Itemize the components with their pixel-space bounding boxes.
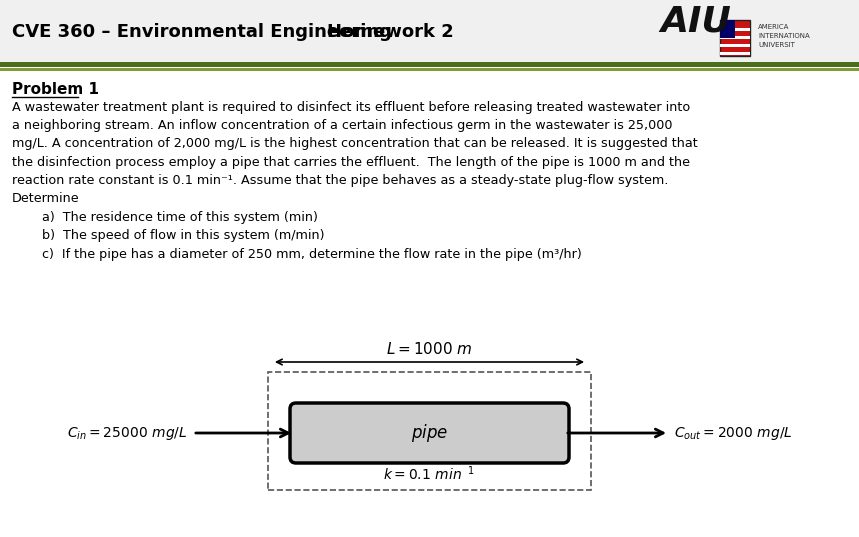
Text: $L = 1000\ m$: $L = 1000\ m$: [386, 341, 473, 357]
Bar: [0, 62, 859, 67]
Text: c)  If the pipe has a diameter of 250 mm, determine the flow rate in the pipe (m: c) If the pipe has a diameter of 250 mm,…: [42, 248, 582, 260]
Text: a)  The residence time of this system (min): a) The residence time of this system (mi…: [42, 211, 318, 224]
Text: Homework 2: Homework 2: [326, 23, 454, 41]
Bar: [720, 44, 750, 47]
Text: UNIVERSIT: UNIVERSIT: [758, 42, 795, 48]
Text: the disinfection process employ a pipe that carries the effluent.  The length of: the disinfection process employ a pipe t…: [12, 156, 690, 169]
Text: Determine: Determine: [12, 192, 80, 205]
Bar: [720, 36, 750, 39]
Text: INTERNATIONA: INTERNATIONA: [758, 33, 810, 39]
Text: Problem 1: Problem 1: [12, 82, 99, 97]
Text: AMERICA: AMERICA: [758, 24, 789, 30]
Bar: [720, 52, 750, 55]
Bar: [0, 0, 859, 62]
Bar: [720, 28, 750, 31]
Text: reaction rate constant is 0.1 min⁻¹. Assume that the pipe behaves as a steady-st: reaction rate constant is 0.1 min⁻¹. Ass…: [12, 174, 668, 187]
Text: a neighboring stream. An inflow concentration of a certain infectious germ in th: a neighboring stream. An inflow concentr…: [12, 119, 673, 132]
Text: $k = 0.1\ min^{\ \ 1}$: $k = 0.1\ min^{\ \ 1}$: [383, 465, 476, 483]
Bar: [268, 372, 591, 490]
Bar: [720, 20, 735, 38]
Text: b)  The speed of flow in this system (m/min): b) The speed of flow in this system (m/m…: [42, 229, 325, 242]
Text: mg/L. A concentration of 2,000 mg/L is the highest concentration that can be rel: mg/L. A concentration of 2,000 mg/L is t…: [12, 137, 698, 150]
Text: AIU: AIU: [660, 5, 731, 39]
Text: $C_{in} = 25000\ mg/L$: $C_{in} = 25000\ mg/L$: [68, 425, 188, 441]
Bar: [0, 68, 859, 71]
FancyBboxPatch shape: [290, 403, 569, 463]
Bar: [720, 20, 750, 56]
Text: CVE 360 – Environmental Engineering: CVE 360 – Environmental Engineering: [12, 23, 392, 41]
Text: $C_{out} = 2000\ mg/L$: $C_{out} = 2000\ mg/L$: [674, 425, 793, 441]
Text: $pipe$: $pipe$: [411, 422, 448, 444]
Text: A wastewater treatment plant is required to disinfect its effluent before releas: A wastewater treatment plant is required…: [12, 101, 691, 114]
